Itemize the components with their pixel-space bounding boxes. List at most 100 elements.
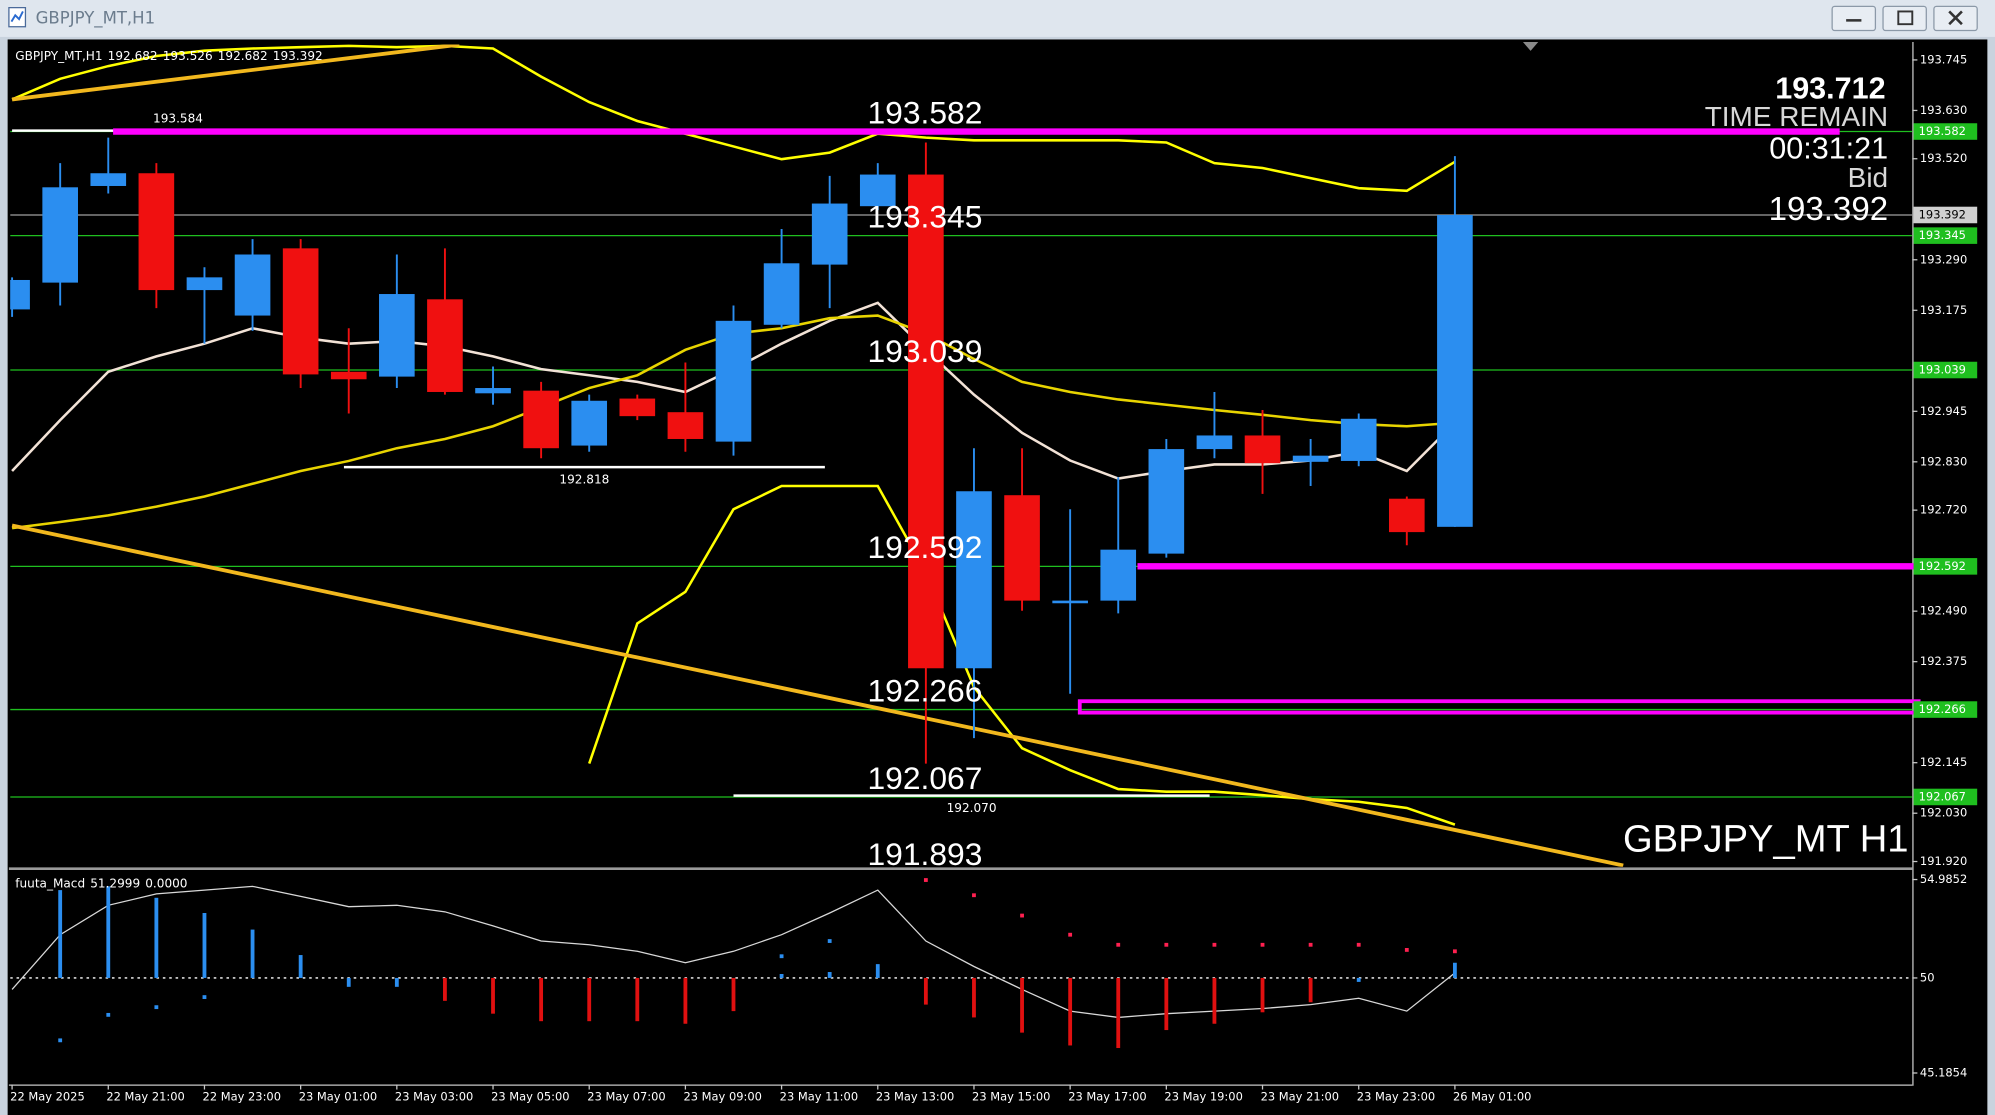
y-tick-label: 192.375	[1920, 654, 1967, 668]
y-tick-label: 193.290	[1920, 252, 1967, 266]
level-label: 192.266	[868, 672, 983, 708]
level-price-box	[1913, 701, 1978, 718]
candle-body	[10, 279, 30, 310]
level-price-box	[1913, 227, 1978, 244]
indicator-line	[11, 44, 1456, 193]
candle-body	[42, 187, 78, 283]
candle-body	[330, 371, 367, 380]
y-tick-label: 192.490	[1920, 604, 1967, 618]
swing-label: 193.584	[153, 112, 203, 126]
macd-bar	[635, 977, 640, 1022]
info-label: TIME REMAIN	[1705, 101, 1888, 132]
macd-header-value: 0.0000	[145, 876, 187, 890]
macd-dot	[827, 939, 832, 943]
trendline	[11, 44, 460, 102]
y-tick-label: 192.145	[1920, 755, 1967, 769]
macd-bar	[1068, 977, 1073, 1046]
macd-bar	[587, 977, 592, 1022]
candle-body	[859, 174, 896, 207]
macd-dot	[1452, 949, 1457, 954]
level-label: 193.039	[868, 333, 983, 369]
macd-bar	[1212, 977, 1217, 1024]
macd-bar	[202, 913, 207, 978]
macd-bar	[250, 929, 255, 978]
y-tick-label: 193.630	[1920, 103, 1967, 117]
maximize-glyph	[1897, 10, 1914, 26]
macd-bar	[923, 977, 928, 1005]
x-tick-label: 23 May 23:00	[1357, 1090, 1435, 1104]
candle-body	[1437, 214, 1473, 527]
macd-bar	[298, 955, 303, 978]
macd-bar	[539, 977, 544, 1022]
level-price-box	[1913, 123, 1978, 140]
x-tick-label: 23 May 17:00	[1068, 1090, 1146, 1104]
macd-dot	[1356, 942, 1361, 947]
x-tick-label: 23 May 07:00	[587, 1090, 665, 1104]
minimize-button[interactable]	[1831, 5, 1877, 32]
y-tick-label: 193.175	[1920, 303, 1967, 317]
candle-body	[138, 173, 175, 291]
macd-bar	[154, 897, 159, 978]
candle-body	[619, 398, 656, 417]
macd-bar	[1164, 977, 1169, 1031]
candle-body	[811, 203, 848, 265]
macd-dot	[972, 893, 976, 898]
macd-bar	[346, 977, 351, 987]
macd-bar	[491, 977, 495, 1014]
header-value: GBPJPY_MT,H1	[15, 49, 102, 63]
macd-dot	[1308, 942, 1313, 947]
x-tick-label: 23 May 15:00	[972, 1090, 1050, 1104]
x-tick-label: 23 May 03:00	[395, 1090, 473, 1104]
macd-bar	[827, 972, 832, 978]
candle-body	[427, 299, 463, 392]
macd-dot	[1068, 932, 1073, 937]
level-label: 193.345	[868, 198, 983, 234]
macd-y-tick-label: 50	[1920, 970, 1935, 984]
window-title: GBPJPY_MT,H1	[36, 9, 156, 29]
level-label: 191.893	[868, 836, 983, 872]
macd-dot	[1020, 913, 1024, 918]
macd-dot	[106, 1012, 111, 1017]
candle-body	[1340, 418, 1377, 461]
candle-body	[475, 388, 511, 394]
candle-body	[186, 277, 223, 291]
macd-bar	[683, 977, 688, 1024]
level-price-label: 192.266	[1919, 702, 1966, 716]
level-price-label: 193.582	[1919, 124, 1966, 138]
candle-body	[571, 400, 608, 446]
macd-dot	[1116, 942, 1121, 947]
x-tick-label: 22 May 23:00	[203, 1090, 281, 1104]
chart-header: GBPJPY_MT,H1 192.682 193.526 192.682 193.392	[15, 49, 322, 63]
shift-marker	[1522, 42, 1539, 51]
level-price-box	[1913, 361, 1978, 379]
swing-label: 192.818	[559, 472, 609, 486]
macd-bar	[1356, 977, 1361, 982]
bid-price-box	[1913, 206, 1978, 224]
level-price-box	[1913, 558, 1978, 575]
candle-body	[523, 390, 559, 449]
macd-dot	[1212, 942, 1217, 947]
macd-dot	[154, 1005, 159, 1010]
macd-dot	[779, 954, 784, 959]
macd-bar	[1308, 977, 1313, 1003]
maximize-button[interactable]	[1882, 5, 1927, 32]
macd-bar	[1116, 977, 1121, 1049]
candle-body	[1004, 495, 1040, 601]
macd-dot	[923, 878, 928, 882]
macd-y-tick-label: 45.1854	[1920, 1065, 1967, 1079]
x-tick-label: 23 May 13:00	[876, 1090, 954, 1104]
macd-bar	[394, 977, 399, 987]
info-price: 193.712	[1775, 71, 1885, 105]
overlay: 193.745 193.630 193.520 193.290 193.175 192.9…	[10, 49, 1978, 1104]
macd-header-value: fuuta_Macd	[15, 876, 85, 890]
macd-header-value: 51.2999	[90, 876, 140, 890]
macd-pane	[10, 878, 1913, 1049]
info-side: Bid	[1848, 162, 1888, 193]
title-bar	[0, 0, 1995, 37]
macd-bar	[106, 886, 111, 978]
x-tick-label: 23 May 05:00	[491, 1090, 569, 1104]
x-tick-label: 23 May 01:00	[299, 1090, 377, 1104]
close-glyph	[1948, 10, 1963, 26]
x-tick-label: 23 May 11:00	[780, 1090, 858, 1104]
